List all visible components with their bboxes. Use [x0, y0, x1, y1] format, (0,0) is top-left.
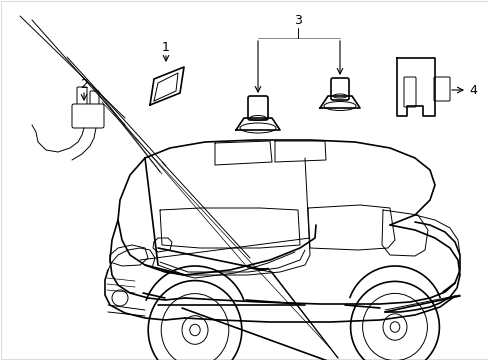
FancyBboxPatch shape — [72, 104, 104, 128]
FancyBboxPatch shape — [77, 87, 87, 107]
FancyBboxPatch shape — [403, 77, 415, 107]
Text: 2: 2 — [80, 77, 88, 90]
Text: 3: 3 — [293, 14, 301, 27]
FancyBboxPatch shape — [90, 91, 99, 109]
Text: 1: 1 — [162, 41, 170, 54]
FancyBboxPatch shape — [330, 78, 348, 100]
Text: 4: 4 — [468, 84, 476, 96]
FancyBboxPatch shape — [247, 96, 267, 120]
FancyBboxPatch shape — [433, 77, 449, 101]
